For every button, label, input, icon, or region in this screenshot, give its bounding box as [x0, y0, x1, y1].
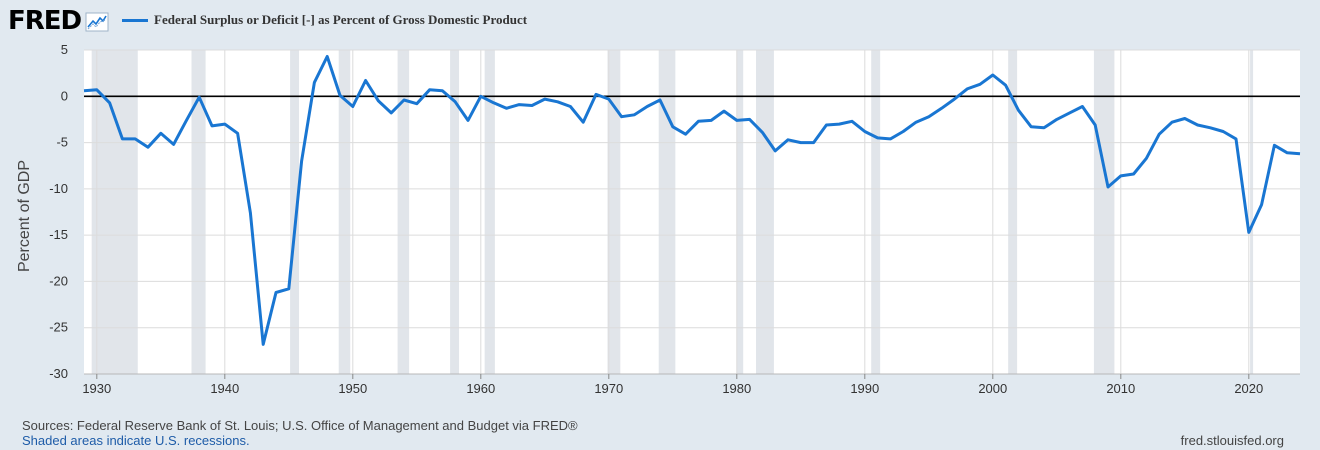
fred-header: FRED	[8, 6, 109, 36]
footer-sources: Sources: Federal Reserve Bank of St. Lou…	[22, 418, 578, 433]
y-tick-label: -10	[49, 181, 68, 196]
x-tick-label: 1980	[722, 381, 751, 396]
y-tick-label: 5	[61, 42, 68, 57]
recession-band	[1250, 50, 1254, 374]
y-tick-label: -30	[49, 366, 68, 381]
recession-band	[450, 50, 460, 374]
chart-legend: Federal Surplus or Deficit [-] as Percen…	[122, 12, 527, 28]
legend-series-label[interactable]: Federal Surplus or Deficit [-] as Percen…	[154, 12, 528, 27]
recession-band	[736, 50, 744, 374]
y-tick-label: 0	[61, 88, 68, 103]
x-tick-label: 1990	[850, 381, 879, 396]
recession-band	[397, 50, 410, 374]
x-tick-label: 1970	[594, 381, 623, 396]
x-tick-label: 2000	[978, 381, 1007, 396]
recession-band	[484, 50, 495, 374]
y-axis-title: Percent of GDP	[16, 160, 33, 272]
series-line[interactable]	[83, 55, 1301, 346]
x-tick-label: 2020	[1234, 381, 1263, 396]
recession-band	[658, 50, 676, 374]
recession-band	[756, 50, 774, 374]
recession-bands	[91, 50, 1254, 374]
y-axis-ticks: 5 0 -5 -10 -15 -20 -25 -30	[49, 42, 68, 381]
deficit-chart: 5 0 -5 -10 -15 -20 -25 -30 1930 1940 1950 1960 1970…	[16, 42, 1301, 396]
recession-band	[191, 50, 206, 374]
x-tick-label: 1950	[338, 381, 367, 396]
recession-band	[1008, 50, 1018, 374]
footer-url[interactable]: fred.stlouisfed.org	[1180, 433, 1284, 448]
fred-logo[interactable]: FRED	[8, 6, 82, 36]
x-axis-ticks: 1930 1940 1950 1960 1970 1980 1990 2000 2010 2020	[82, 374, 1263, 396]
y-tick-label: -25	[49, 320, 68, 335]
legend-swatch	[122, 18, 148, 22]
x-tick-label: 2010	[1106, 381, 1135, 396]
y-tick-label: -15	[49, 227, 68, 242]
x-tick-label: 1930	[82, 381, 111, 396]
x-tick-label: 1960	[466, 381, 495, 396]
recession-band	[1093, 50, 1115, 374]
recession-band	[607, 50, 621, 374]
y-tick-label: -20	[49, 273, 68, 288]
y-tick-label: -5	[56, 135, 68, 150]
x-tick-label: 1940	[210, 381, 239, 396]
recession-band	[91, 50, 138, 374]
recession-band	[290, 50, 300, 374]
recessions-note[interactable]: Shaded areas indicate U.S. recessions.	[22, 433, 250, 448]
recession-band	[871, 50, 881, 374]
recession-band	[338, 50, 351, 374]
line-chart-icon	[85, 12, 109, 32]
